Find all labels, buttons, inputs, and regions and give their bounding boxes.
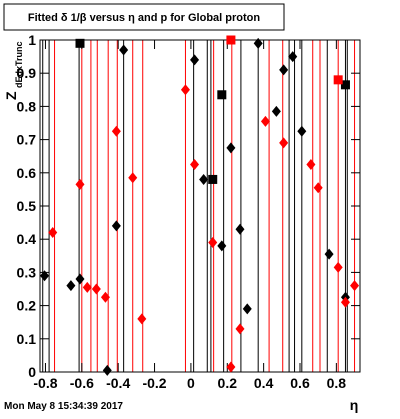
diamond-marker	[306, 159, 316, 170]
diamond-marker	[180, 84, 190, 96]
diamond-marker	[333, 261, 343, 273]
footer: Mon May 8 15:34:39 2017	[4, 401, 123, 412]
x-axis-label: η	[350, 397, 359, 413]
square-marker	[226, 35, 236, 45]
x-tick-label: -0.8	[33, 375, 57, 391]
x-tick-label: -0.4	[106, 375, 130, 391]
x-tick-label: -0.6	[70, 375, 94, 391]
y-tick-label: 0.7	[17, 132, 37, 148]
diamond-marker	[226, 142, 236, 154]
diamond-marker	[350, 280, 360, 292]
y-tick-label: 0.5	[17, 198, 37, 214]
plot-frame	[39, 39, 361, 373]
y-tick-label: 0.9	[17, 65, 37, 81]
diamond-marker	[40, 270, 50, 282]
diamond-marker	[208, 237, 218, 249]
title-box	[3, 3, 285, 31]
square-marker	[340, 80, 350, 90]
diamond-marker	[190, 54, 200, 66]
x-tick-label: 0.2	[218, 375, 238, 391]
diamond-marker	[199, 173, 209, 185]
diamond-marker	[190, 159, 200, 170]
diamond-marker	[137, 313, 147, 325]
x-tick-label: 0	[187, 375, 195, 391]
diamond-marker	[279, 64, 289, 76]
y-axis-label-sub: dEdxTrunc	[14, 41, 24, 88]
diamond-marker	[111, 220, 121, 232]
chart-title: Fitted δ 1/β versus η and p for Global p…	[28, 12, 260, 24]
diamond-marker	[235, 223, 245, 235]
y-tick-label: 0.2	[17, 298, 37, 314]
diamond-marker	[260, 115, 270, 127]
y-tick-label: 1	[28, 32, 36, 48]
diamond-marker	[271, 105, 281, 117]
diamond-marker	[102, 364, 112, 376]
diamond-marker	[242, 303, 252, 315]
diamond-marker	[288, 51, 298, 63]
y-tick-label: 0.4	[17, 231, 37, 247]
diamond-marker	[217, 240, 227, 252]
diamond-marker	[66, 280, 76, 292]
diamond-marker	[91, 283, 101, 295]
diamond-marker	[75, 178, 85, 190]
x-tick-label: 0.4	[254, 375, 274, 391]
diamond-marker	[100, 291, 110, 303]
x-tick-label: -0.2	[142, 375, 166, 391]
diamond-marker	[297, 125, 307, 137]
diamond-marker	[48, 227, 58, 239]
square-marker	[208, 174, 218, 184]
y-tick-label: 0.8	[17, 98, 37, 114]
diamond-marker	[119, 44, 129, 56]
square-marker	[217, 90, 227, 100]
y-tick-label: 0.1	[17, 331, 37, 347]
diamond-marker	[235, 323, 245, 335]
diamond-marker	[253, 37, 263, 49]
x-tick-label: 0.8	[327, 375, 347, 391]
diamond-marker	[324, 248, 334, 260]
y-tick-label: 0	[28, 364, 36, 380]
diamond-marker	[75, 273, 85, 285]
diamond-marker	[82, 281, 92, 293]
square-marker	[75, 38, 85, 48]
diamond-marker	[340, 296, 350, 308]
x-tick-label: 0.6	[290, 375, 310, 391]
diamond-marker	[279, 137, 289, 149]
y-axis-label: Z	[3, 91, 19, 100]
diamond-marker	[128, 172, 138, 184]
y-tick-label: 0.6	[17, 165, 37, 181]
diamond-marker	[226, 361, 236, 373]
diamond-marker	[111, 125, 121, 137]
diamond-marker	[313, 182, 323, 194]
y-tick-label: 0.3	[17, 264, 37, 280]
square-marker	[333, 75, 343, 85]
